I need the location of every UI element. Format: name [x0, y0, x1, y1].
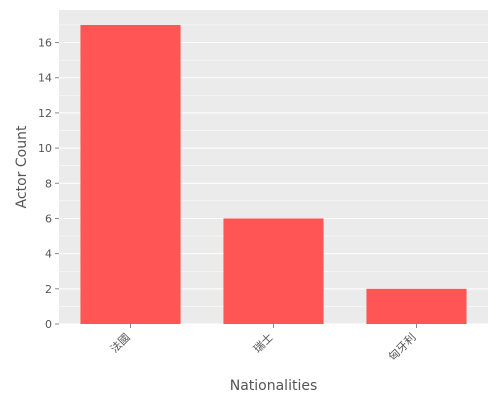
x-tick-label: 匈牙利 [385, 330, 418, 363]
y-tick-labels: 0 2 4 6 8 10 12 14 16 [38, 37, 59, 331]
y-tick-label: 8 [45, 177, 52, 190]
y-tick-label: 6 [45, 212, 52, 225]
y-tick-label: 16 [38, 37, 52, 50]
y-tick-label: 2 [45, 283, 52, 296]
y-tick-label: 14 [38, 72, 52, 85]
y-axis-title: Actor Count [14, 125, 30, 208]
bar [223, 218, 324, 324]
y-tick-label: 10 [38, 142, 52, 155]
bar [80, 24, 181, 324]
x-tick-label: 瑞士 [250, 330, 275, 355]
bars [80, 24, 467, 324]
x-tick-labels: 法國 瑞士 匈牙利 [107, 324, 419, 363]
y-tick-label: 4 [45, 248, 52, 261]
x-tick-label: 法國 [107, 330, 132, 355]
y-tick-label: 0 [45, 318, 52, 331]
x-axis-title: Nationalities [230, 378, 318, 394]
y-tick-label: 12 [38, 107, 52, 120]
bar [366, 288, 467, 324]
